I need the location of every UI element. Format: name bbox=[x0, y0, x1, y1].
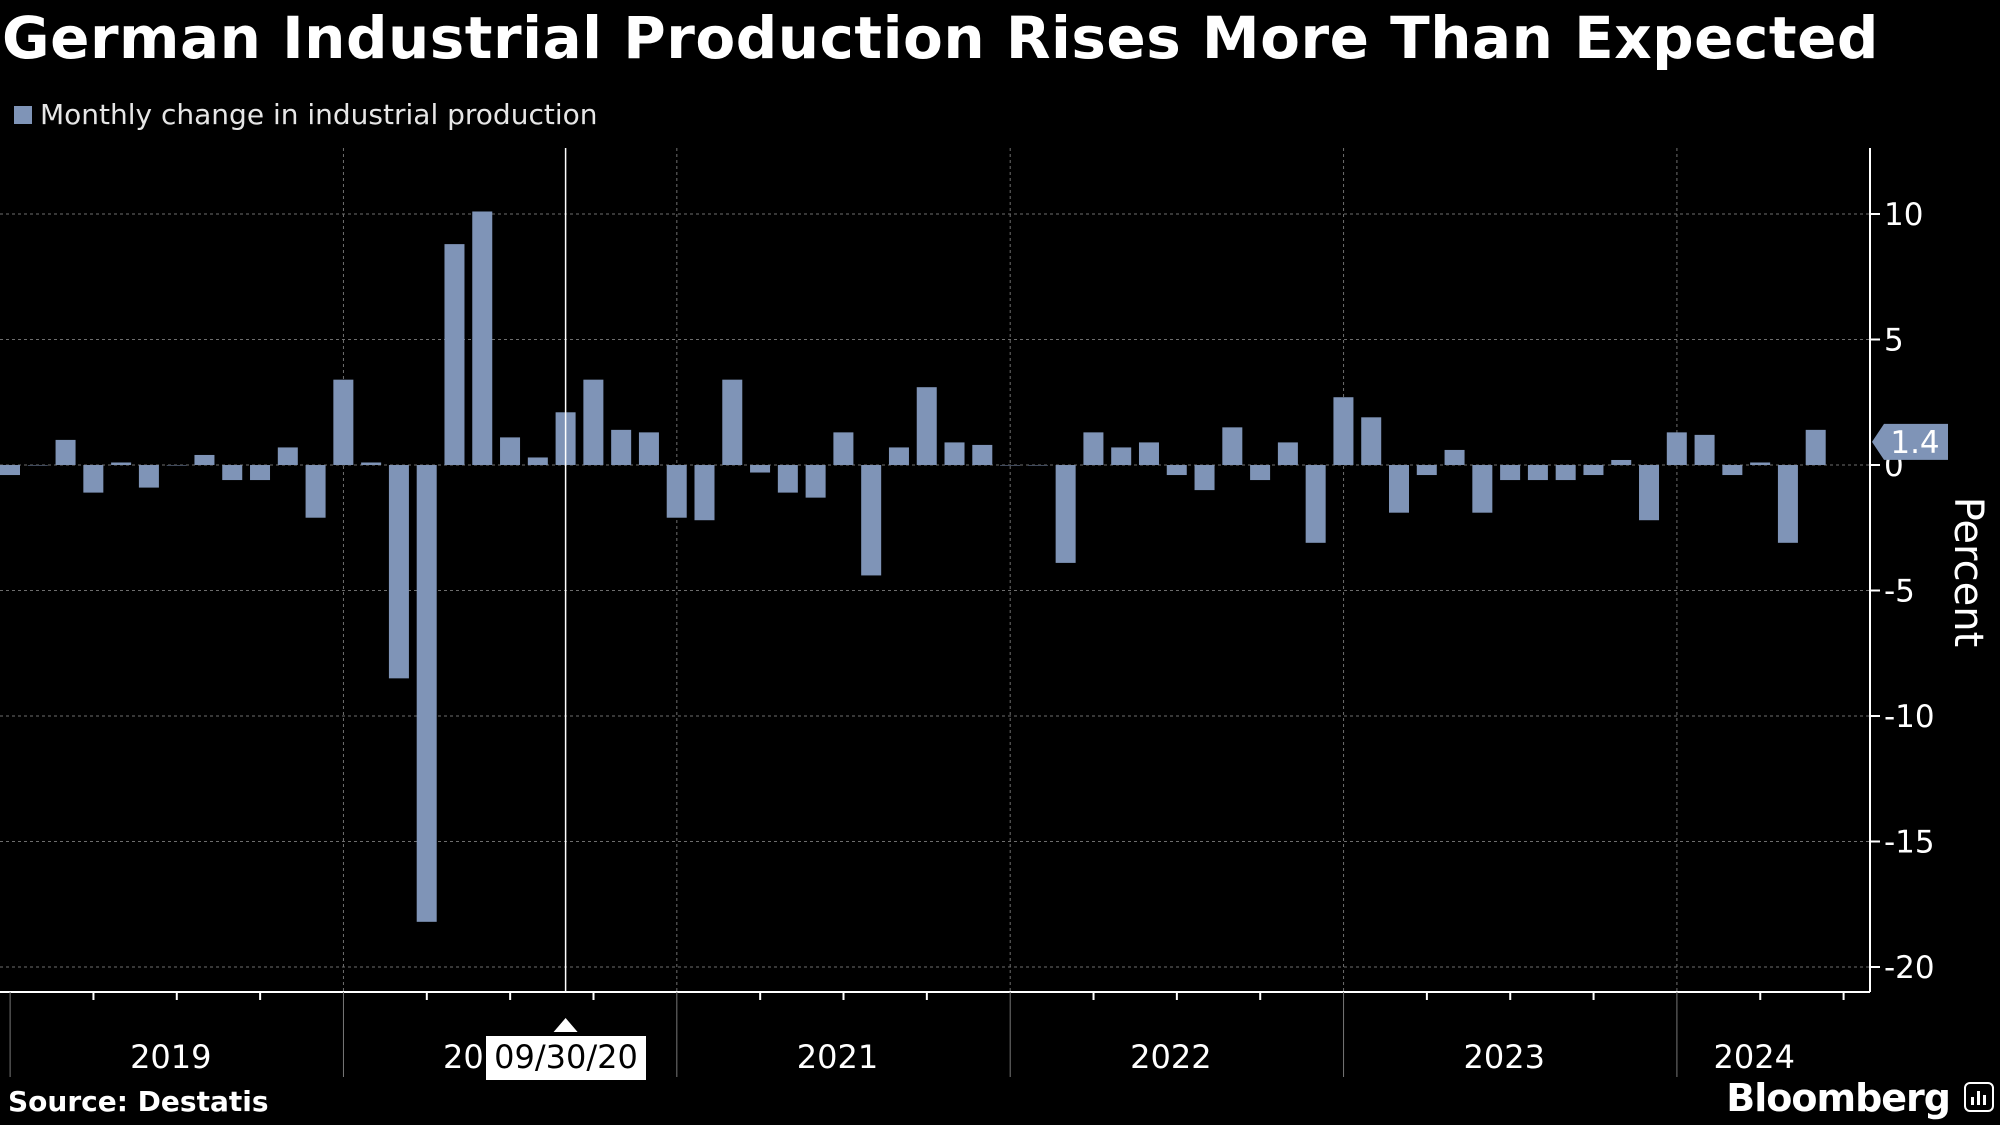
bar bbox=[1194, 465, 1215, 491]
bar bbox=[416, 465, 437, 922]
bar bbox=[388, 465, 409, 679]
y-tick-label: 10 bbox=[1884, 197, 1923, 233]
crosshair-date-box bbox=[486, 1036, 646, 1080]
bar bbox=[27, 465, 48, 466]
crosshair-pointer bbox=[553, 1018, 578, 1032]
bar bbox=[1277, 442, 1298, 465]
bar bbox=[777, 465, 798, 493]
chart-title: German Industrial Production Rises More … bbox=[2, 4, 1879, 72]
bar bbox=[1333, 397, 1354, 465]
bar bbox=[250, 465, 271, 481]
bar bbox=[1055, 465, 1076, 563]
last-value-flag bbox=[1872, 423, 1948, 460]
bar bbox=[1777, 465, 1798, 543]
bar bbox=[944, 442, 965, 465]
bar bbox=[1111, 447, 1132, 465]
y-tick-label: -10 bbox=[1884, 699, 1935, 735]
bar bbox=[666, 465, 687, 518]
bar bbox=[55, 439, 76, 465]
y-axis-label: Percent bbox=[1945, 497, 1991, 648]
bar bbox=[1472, 465, 1493, 513]
bar bbox=[1750, 462, 1771, 465]
bar bbox=[111, 462, 132, 465]
bar bbox=[1444, 449, 1465, 465]
x-year-label: 2022 bbox=[1130, 1038, 1211, 1076]
bar bbox=[500, 437, 521, 465]
y-tick-label: -20 bbox=[1884, 950, 1935, 986]
bar bbox=[305, 465, 326, 518]
legend: Monthly change in industrial production bbox=[14, 98, 597, 131]
bar bbox=[638, 432, 659, 465]
bar bbox=[0, 465, 20, 476]
bar bbox=[1389, 465, 1409, 513]
bar bbox=[750, 465, 771, 473]
bar bbox=[888, 447, 909, 465]
bar bbox=[1305, 465, 1326, 543]
y-tick-label: -15 bbox=[1884, 825, 1935, 861]
bar bbox=[1583, 465, 1604, 476]
bar bbox=[1722, 465, 1743, 476]
x-year-label: 2024 bbox=[1714, 1038, 1795, 1076]
bar bbox=[1416, 465, 1437, 476]
bar bbox=[83, 465, 104, 493]
bar bbox=[1361, 417, 1382, 465]
bar bbox=[1000, 465, 1021, 466]
y-tick-label: -5 bbox=[1884, 574, 1915, 610]
bar bbox=[361, 462, 382, 465]
bar bbox=[1250, 465, 1271, 481]
y-tick-label: 5 bbox=[1884, 323, 1904, 359]
crosshair-date-label: 09/30/20 bbox=[494, 1038, 638, 1076]
brand-logo: Bloomberg bbox=[1726, 1076, 1951, 1120]
bar bbox=[166, 465, 187, 466]
bar bbox=[444, 244, 465, 465]
bar bbox=[138, 465, 159, 488]
bar bbox=[722, 379, 743, 465]
bar bbox=[611, 429, 632, 465]
bar bbox=[916, 387, 937, 465]
bloomberg-chart-icon bbox=[1964, 1082, 1994, 1112]
legend-swatch bbox=[14, 105, 32, 124]
bar bbox=[1222, 427, 1243, 465]
bar bbox=[583, 379, 604, 465]
bar bbox=[1611, 459, 1632, 465]
x-year-label: 2023 bbox=[1464, 1038, 1545, 1076]
last-value-label: 1.4 bbox=[1890, 425, 1939, 461]
bar bbox=[694, 465, 715, 521]
legend-label: Monthly change in industrial production bbox=[40, 98, 598, 131]
bar bbox=[1527, 465, 1548, 481]
bar bbox=[1805, 429, 1826, 465]
x-year-label-partial: 20 bbox=[443, 1038, 484, 1076]
bar bbox=[1166, 465, 1187, 476]
x-year-label: 2021 bbox=[797, 1038, 878, 1076]
x-year-label: 2019 bbox=[130, 1038, 211, 1076]
bar bbox=[1694, 434, 1715, 465]
bar bbox=[472, 211, 493, 465]
bar bbox=[277, 447, 298, 465]
bar bbox=[1027, 465, 1048, 466]
source-note: Source: Destatis bbox=[8, 1085, 269, 1118]
bar bbox=[222, 465, 243, 481]
bar bbox=[1555, 465, 1576, 481]
bar bbox=[1666, 432, 1687, 465]
bar bbox=[805, 465, 826, 498]
bar bbox=[1639, 465, 1660, 521]
bar bbox=[194, 454, 215, 465]
bar bbox=[527, 457, 548, 465]
bar bbox=[1138, 442, 1159, 465]
bar bbox=[1500, 465, 1521, 481]
bar bbox=[1083, 432, 1104, 465]
bar bbox=[333, 379, 354, 465]
bar bbox=[833, 432, 854, 465]
bar bbox=[861, 465, 882, 576]
bar bbox=[972, 444, 993, 465]
